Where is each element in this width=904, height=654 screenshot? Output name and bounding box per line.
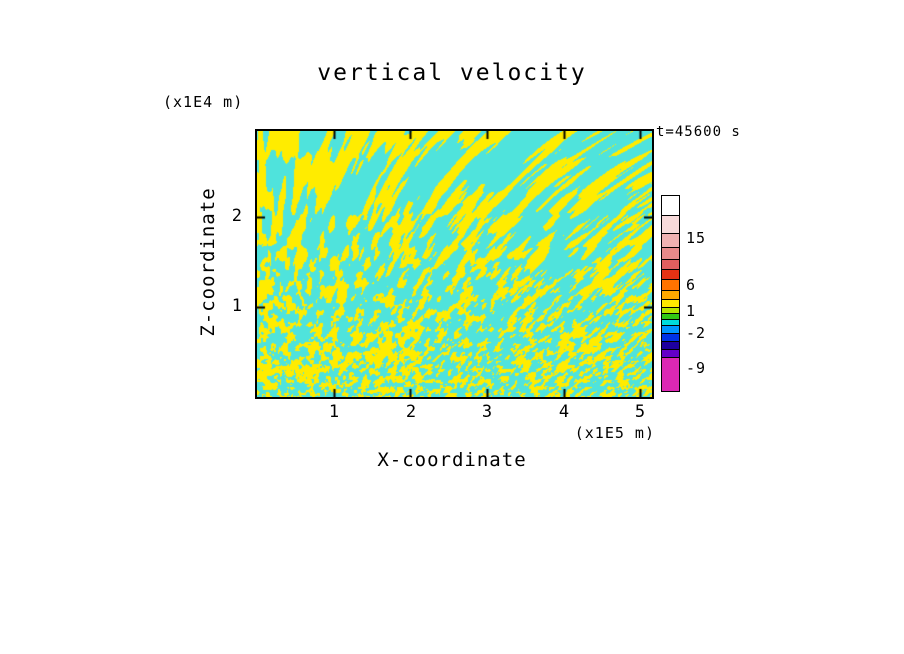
colorbar-segment xyxy=(662,308,679,314)
colorbar-segment xyxy=(662,270,679,280)
x-tick-label-3: 3 xyxy=(481,402,493,422)
colorbar-segment xyxy=(662,314,679,320)
colorbar-segment xyxy=(662,260,679,270)
colorbar-segment xyxy=(662,326,679,334)
colorbar-label: 1 xyxy=(686,302,697,320)
colorbar-segment xyxy=(662,320,679,326)
colorbar-segment xyxy=(662,280,679,291)
colorbar-segment xyxy=(662,234,679,248)
colorbar-segment xyxy=(662,350,679,358)
x-axis-label: X-coordinate xyxy=(377,449,527,471)
plot-frame xyxy=(255,129,654,399)
plot-title: vertical velocity xyxy=(317,60,587,86)
colorbar-labels: 15 6 1 -2 -9 xyxy=(686,195,726,390)
colorbar-segment xyxy=(662,216,679,234)
colorbar-segment xyxy=(662,300,679,308)
colorbar-label: -2 xyxy=(686,324,707,342)
x-tick-label-4: 4 xyxy=(558,402,570,422)
timestamp-label: t=45600 s xyxy=(656,124,741,140)
x-tick-label-2: 2 xyxy=(405,402,417,422)
x-axis-unit-label: (x1E5 m) xyxy=(574,424,655,442)
colorbar-segment xyxy=(662,196,679,216)
colorbar-segment xyxy=(662,334,679,342)
y-axis-unit-label: (x1E4 m) xyxy=(163,93,244,111)
colorbar-segment xyxy=(662,291,679,300)
x-tick-label-1: 1 xyxy=(328,402,340,422)
colorbar xyxy=(661,195,680,392)
colorbar-segment xyxy=(662,342,679,350)
colorbar-label: 15 xyxy=(686,229,707,247)
colorbar-segment xyxy=(662,248,679,260)
x-tick-label-5: 5 xyxy=(634,402,646,422)
y-tick-label-1: 1 xyxy=(231,296,242,316)
heatmap-canvas xyxy=(255,129,654,399)
colorbar-segment xyxy=(662,358,679,391)
colorbar-label: 6 xyxy=(686,276,697,294)
colorbar-label: -9 xyxy=(686,359,707,377)
y-tick-label-2: 2 xyxy=(231,206,242,226)
